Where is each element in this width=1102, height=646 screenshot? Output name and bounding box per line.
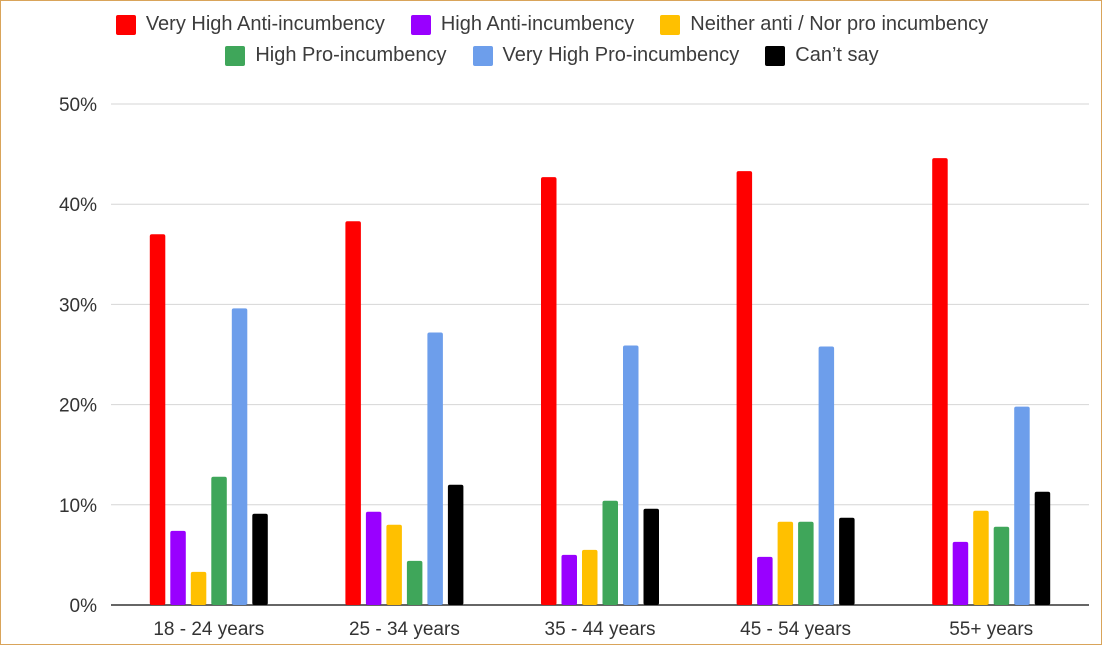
x-tick-label: 55+ years <box>949 619 1033 640</box>
chart-legend: Very High Anti-incumbency High Anti-incu… <box>1 13 1102 67</box>
legend-item-high-anti: High Anti-incumbency <box>410 13 635 36</box>
legend-item-very-high-anti: Very High Anti-incumbency <box>115 13 385 36</box>
bar <box>582 549 598 605</box>
legend-row-1: Very High Anti-incumbency High Anti-incu… <box>1 13 1102 36</box>
y-tick-label: 40% <box>59 195 97 216</box>
y-tick-label: 0% <box>70 596 98 617</box>
x-tick-label: 35 - 44 years <box>545 619 656 640</box>
legend-item-cant-say: Can’t say <box>765 44 879 67</box>
x-tick-label: 45 - 54 years <box>740 619 851 640</box>
legend-swatch <box>660 14 681 35</box>
bar <box>190 571 207 605</box>
bar <box>952 541 969 605</box>
y-tick-label: 20% <box>59 396 97 417</box>
legend-swatch <box>472 45 493 66</box>
bar <box>623 345 639 605</box>
bar <box>252 513 268 605</box>
bar <box>757 556 773 605</box>
bar <box>932 158 948 605</box>
bar <box>345 221 361 605</box>
legend-swatch <box>410 14 431 35</box>
bar <box>447 484 464 605</box>
bar <box>777 521 794 605</box>
legend-item-very-high-pro: Very High Pro-incumbency <box>472 44 740 67</box>
bar <box>386 524 402 605</box>
legend-item-neither: Neither anti / Nor pro incumbency <box>660 13 988 36</box>
bar <box>406 560 423 605</box>
bar <box>170 530 186 605</box>
legend-label: Very High Anti-incumbency <box>145 13 385 35</box>
legend-swatch <box>115 14 136 35</box>
bar <box>839 517 855 605</box>
bar <box>149 234 166 606</box>
y-tick-label: 50% <box>59 95 97 116</box>
legend-item-high-pro: High Pro-incumbency <box>225 44 447 67</box>
bar <box>973 510 989 605</box>
y-tick-label: 10% <box>59 496 97 517</box>
bar <box>427 332 443 605</box>
legend-label: High Pro-incumbency <box>255 44 447 66</box>
bar <box>736 171 753 605</box>
legend-row-2: High Pro-incumbency Very High Pro-incumb… <box>1 44 1102 67</box>
bar <box>643 508 659 605</box>
bar <box>365 511 382 605</box>
x-tick-label: 18 - 24 years <box>153 619 264 640</box>
legend-label: Can’t say <box>795 44 879 66</box>
legend-swatch <box>225 45 246 66</box>
legend-label: High Anti-incumbency <box>440 13 635 35</box>
bar <box>798 521 814 605</box>
bar <box>541 177 557 605</box>
legend-swatch <box>765 45 786 66</box>
bar <box>1034 491 1051 605</box>
bar <box>818 346 835 605</box>
bar <box>211 476 227 605</box>
bar <box>993 526 1010 605</box>
bar <box>1014 406 1030 605</box>
bar <box>231 308 248 605</box>
legend-label: Very High Pro-incumbency <box>502 44 740 66</box>
bar <box>561 554 577 605</box>
bar <box>602 500 618 605</box>
y-tick-label: 30% <box>59 295 97 316</box>
legend-label: Neither anti / Nor pro incumbency <box>690 13 989 35</box>
x-tick-label: 25 - 34 years <box>349 619 460 640</box>
